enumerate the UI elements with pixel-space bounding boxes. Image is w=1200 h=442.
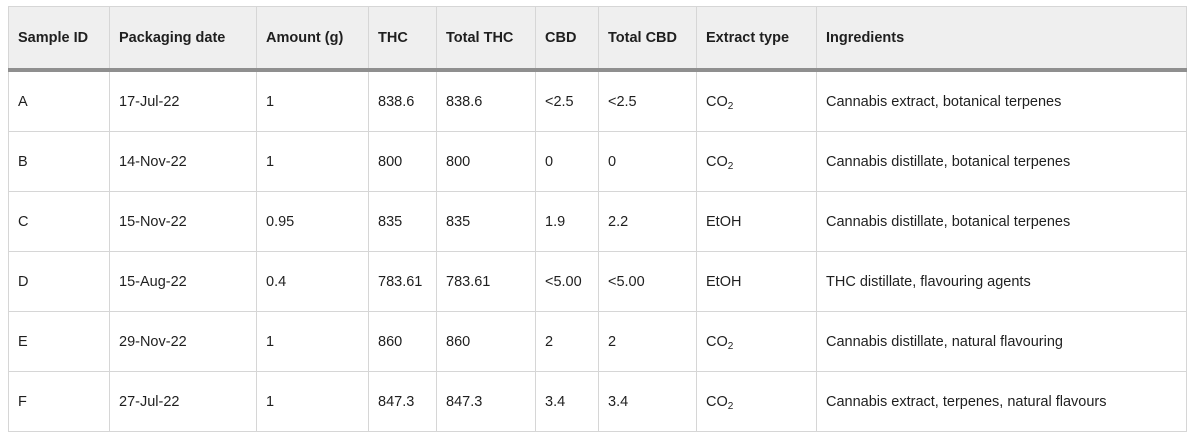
header-total-thc: Total THC (436, 6, 536, 72)
cell-packaging-date: 14-Nov-22 (109, 131, 257, 192)
cell-sample-id: E (8, 311, 110, 372)
cell-total-thc: 800 (436, 131, 536, 192)
cell-total-thc: 838.6 (436, 69, 536, 132)
cell-ingredients: Cannabis extract, botanical terpenes (816, 69, 1187, 132)
header-sample-id: Sample ID (8, 6, 110, 72)
cell-thc: 847.3 (368, 371, 437, 432)
extract-base: CO (706, 93, 728, 110)
cell-total-thc: 783.61 (436, 251, 536, 312)
cell-total-cbd: <2.5 (598, 69, 697, 132)
table-row: D 15-Aug-22 0.4 783.61 783.61 <5.00 <5.0… (8, 251, 1187, 312)
table-row: A 17-Jul-22 1 838.6 838.6 <2.5 <2.5 CO2 … (8, 69, 1187, 132)
cell-sample-id: C (8, 191, 110, 252)
cell-sample-id: D (8, 251, 110, 312)
header-cbd: CBD (535, 6, 599, 72)
cell-ingredients: Cannabis distillate, botanical terpenes (816, 131, 1187, 192)
extract-base: EtOH (706, 273, 742, 290)
cell-ingredients: THC distillate, flavouring agents (816, 251, 1187, 312)
cell-extract-type: EtOH (696, 251, 817, 312)
extract-subscript: 2 (727, 100, 734, 112)
table-row: E 29-Nov-22 1 860 860 2 2 CO2 Cannabis d… (8, 311, 1187, 372)
cell-ingredients: Cannabis distillate, natural flavouring (816, 311, 1187, 372)
cell-packaging-date: 17-Jul-22 (109, 69, 257, 132)
cell-total-thc: 847.3 (436, 371, 536, 432)
cell-packaging-date: 29-Nov-22 (109, 311, 257, 372)
cell-total-cbd: 0 (598, 131, 697, 192)
header-packaging-date: Packaging date (109, 6, 257, 72)
cell-packaging-date: 15-Nov-22 (109, 191, 257, 252)
cell-cbd: 1.9 (535, 191, 599, 252)
cell-sample-id: B (8, 131, 110, 192)
header-total-cbd: Total CBD (598, 6, 697, 72)
cell-total-cbd: 3.4 (598, 371, 697, 432)
cell-total-cbd: 2.2 (598, 191, 697, 252)
header-row: Sample ID Packaging date Amount (g) THC … (8, 6, 1187, 72)
cell-amount: 0.95 (256, 191, 369, 252)
extract-base: EtOH (706, 213, 742, 230)
cell-amount: 1 (256, 311, 369, 372)
extract-subscript: 2 (727, 400, 734, 412)
cell-thc: 800 (368, 131, 437, 192)
samples-table: Sample ID Packaging date Amount (g) THC … (8, 6, 1187, 432)
cell-total-cbd: <5.00 (598, 251, 697, 312)
extract-base: CO (706, 333, 728, 350)
cell-amount: 1 (256, 131, 369, 192)
header-extract-type: Extract type (696, 6, 817, 72)
header-amount: Amount (g) (256, 6, 369, 72)
cell-sample-id: F (8, 371, 110, 432)
cell-cbd: 0 (535, 131, 599, 192)
cell-amount: 1 (256, 371, 369, 432)
cell-thc: 860 (368, 311, 437, 372)
header-thc: THC (368, 6, 437, 72)
cell-cbd: 2 (535, 311, 599, 372)
cell-ingredients: Cannabis extract, terpenes, natural flav… (816, 371, 1187, 432)
cell-cbd: 3.4 (535, 371, 599, 432)
table-row: B 14-Nov-22 1 800 800 0 0 CO2 Cannabis d… (8, 131, 1187, 192)
extract-subscript: 2 (727, 340, 734, 352)
cell-amount: 1 (256, 69, 369, 132)
cell-thc: 783.61 (368, 251, 437, 312)
cell-packaging-date: 27-Jul-22 (109, 371, 257, 432)
table-row: F 27-Jul-22 1 847.3 847.3 3.4 3.4 CO2 Ca… (8, 371, 1187, 432)
cell-cbd: <5.00 (535, 251, 599, 312)
cell-ingredients: Cannabis distillate, botanical terpenes (816, 191, 1187, 252)
cell-sample-id: A (8, 69, 110, 132)
cell-thc: 835 (368, 191, 437, 252)
extract-base: CO (706, 393, 728, 410)
extract-subscript: 2 (727, 160, 734, 172)
cell-cbd: <2.5 (535, 69, 599, 132)
cell-packaging-date: 15-Aug-22 (109, 251, 257, 312)
cell-extract-type: CO2 (696, 371, 817, 432)
cell-extract-type: EtOH (696, 191, 817, 252)
cell-extract-type: CO2 (696, 69, 817, 132)
cell-extract-type: CO2 (696, 131, 817, 192)
cell-amount: 0.4 (256, 251, 369, 312)
cell-extract-type: CO2 (696, 311, 817, 372)
samples-table-container: Sample ID Packaging date Amount (g) THC … (8, 6, 1187, 432)
cell-thc: 838.6 (368, 69, 437, 132)
extract-base: CO (706, 153, 728, 170)
header-ingredients: Ingredients (816, 6, 1187, 72)
cell-total-cbd: 2 (598, 311, 697, 372)
cell-total-thc: 835 (436, 191, 536, 252)
cell-total-thc: 860 (436, 311, 536, 372)
table-row: C 15-Nov-22 0.95 835 835 1.9 2.2 EtOH Ca… (8, 191, 1187, 252)
